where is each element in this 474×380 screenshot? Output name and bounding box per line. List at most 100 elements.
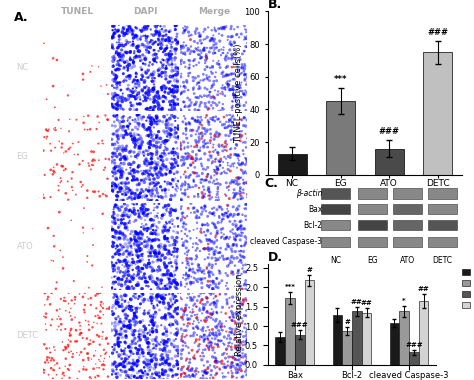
Point [136, 194, 143, 200]
Point [155, 139, 163, 145]
Point [165, 122, 173, 128]
Point [135, 211, 143, 217]
Point [236, 296, 243, 302]
Point [144, 45, 152, 51]
Point [137, 133, 144, 139]
Point [206, 290, 213, 296]
Point [155, 48, 163, 54]
Point [131, 118, 139, 124]
Point [114, 299, 122, 306]
Point [139, 171, 146, 177]
Point [136, 239, 143, 245]
Point [116, 318, 123, 325]
Point [163, 208, 171, 214]
Point [109, 32, 117, 38]
Point [154, 120, 162, 127]
Point [173, 65, 180, 71]
Point [216, 318, 224, 325]
Point [211, 27, 219, 33]
Point [171, 127, 179, 133]
Point [73, 376, 81, 380]
Point [123, 86, 130, 92]
Point [231, 145, 239, 151]
Point [228, 360, 236, 366]
Point [166, 280, 174, 286]
Point [202, 52, 210, 58]
Point [156, 169, 164, 175]
Point [234, 362, 241, 368]
Point [182, 264, 190, 271]
Point [173, 188, 181, 194]
Point [207, 339, 214, 345]
Point [227, 163, 235, 169]
Point [224, 78, 231, 84]
Point [181, 104, 189, 110]
Point [112, 163, 119, 169]
Point [174, 163, 182, 169]
Point [200, 246, 207, 252]
Point [145, 360, 153, 366]
Point [125, 170, 133, 176]
Point [127, 106, 134, 112]
Point [207, 340, 214, 346]
Point [87, 69, 94, 75]
Point [123, 28, 130, 35]
Point [145, 132, 152, 138]
Point [138, 194, 146, 200]
Point [224, 363, 231, 369]
Point [145, 124, 153, 130]
Point [137, 230, 145, 236]
Point [222, 180, 230, 186]
Point [111, 146, 118, 152]
Bar [342, 331, 352, 365]
Point [216, 331, 224, 337]
Point [153, 51, 160, 57]
Point [128, 245, 135, 251]
Point [124, 63, 131, 70]
Point [183, 295, 191, 301]
Point [101, 351, 109, 357]
Point [201, 337, 208, 343]
Point [184, 194, 192, 200]
Point [129, 89, 137, 95]
Point [111, 204, 119, 210]
Point [152, 352, 160, 358]
Point [153, 149, 161, 155]
Point [126, 250, 133, 256]
Point [126, 263, 133, 269]
Point [171, 249, 179, 255]
Point [131, 242, 138, 248]
Text: *: * [402, 298, 406, 304]
Point [134, 112, 141, 118]
Point [114, 99, 121, 105]
Point [113, 294, 121, 300]
Point [110, 113, 118, 119]
Point [149, 75, 156, 81]
Point [203, 112, 210, 119]
Point [133, 265, 141, 271]
Point [111, 234, 118, 240]
Point [111, 167, 119, 173]
Point [198, 211, 205, 217]
Point [118, 204, 126, 210]
Point [127, 43, 135, 49]
Point [129, 79, 137, 85]
Point [153, 181, 160, 187]
Point [64, 366, 72, 372]
Point [45, 359, 52, 366]
Point [196, 268, 204, 274]
Point [178, 336, 185, 342]
Point [57, 125, 65, 131]
Point [212, 330, 220, 336]
Point [165, 170, 173, 176]
Point [218, 85, 226, 91]
Point [79, 71, 87, 77]
Point [140, 223, 147, 230]
Point [132, 317, 139, 323]
Point [229, 312, 237, 318]
Point [79, 76, 87, 82]
Point [143, 228, 151, 234]
Point [236, 88, 244, 94]
Point [151, 205, 158, 211]
Point [137, 190, 144, 196]
